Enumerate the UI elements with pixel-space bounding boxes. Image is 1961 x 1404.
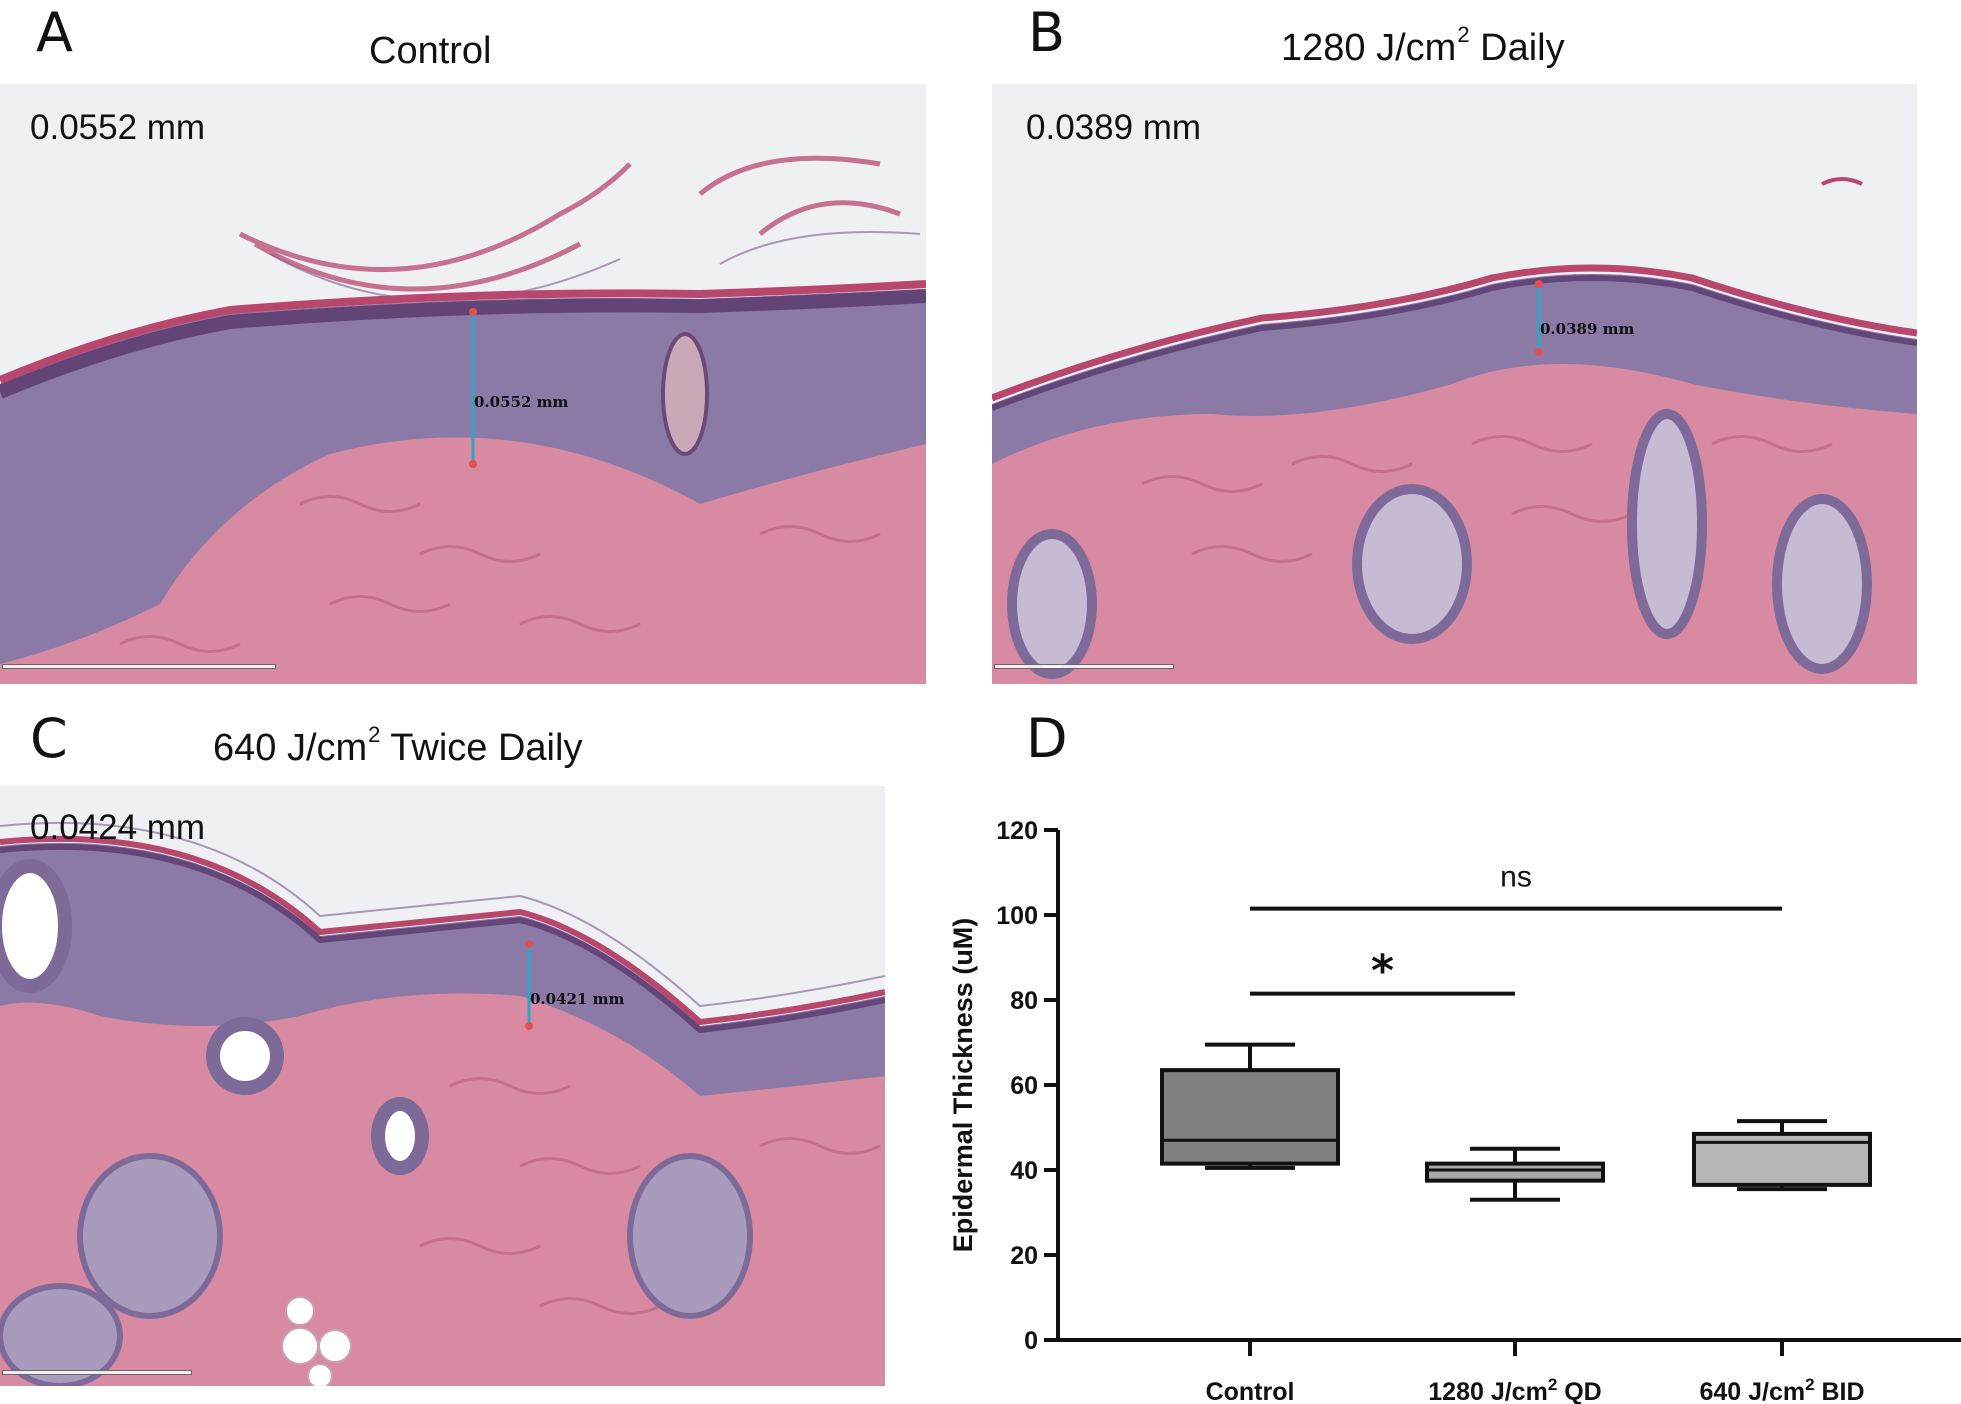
- panel-b-title-sup: 2: [1457, 22, 1470, 47]
- panel-b-micrograph: 0.0389 mm 0.0389 mm: [992, 84, 1917, 684]
- panel-c-title: 640 J/cm2 Twice Daily: [213, 722, 583, 769]
- panel-b-title-text: 1280 J/cm: [1281, 27, 1457, 69]
- box-iqr: [1160, 1068, 1340, 1166]
- y-tick-label: 20: [1010, 1242, 1038, 1270]
- panel-a-title: Control: [369, 30, 492, 72]
- panel-b-tissue-image: [992, 84, 1917, 684]
- panel-a-letter: A: [36, 1, 73, 64]
- panel-a-inline-measurement: 0.0552 mm: [474, 393, 569, 411]
- panel-c-letter: C: [30, 707, 68, 770]
- chart-svg: 0 20 40 60 80 100 120 Epidermal Thickness (uM) C…: [948, 817, 1961, 1404]
- panel-b-title-suffix: Daily: [1469, 27, 1565, 69]
- y-tick-label: 40: [1010, 1157, 1038, 1185]
- y-tick-label: 100: [996, 902, 1038, 930]
- panel-a-tissue-image: [0, 84, 926, 684]
- y-tick-label: 0: [1024, 1327, 1038, 1355]
- panel-b-letter: B: [1028, 1, 1066, 64]
- panel-b-title: 1280 J/cm2 Daily: [1281, 22, 1565, 69]
- panel-c-title-text: 640 J/cm: [213, 727, 368, 769]
- x-tick-label: Control: [1206, 1378, 1295, 1404]
- panel-b-measurement: 0.0389 mm: [1026, 108, 1202, 147]
- panel-a-micrograph: 0.0552 mm 0.0552 mm: [0, 84, 926, 684]
- significance-label: ns: [1500, 861, 1532, 894]
- x-tick-label: 1280 J/cm2 QD: [1428, 1375, 1601, 1404]
- y-axis-title: Epidermal Thickness (uM): [948, 918, 978, 1253]
- y-tick-label: 60: [1010, 1072, 1038, 1100]
- significance-label: *: [1371, 946, 1394, 997]
- x-tick-label: 640 J/cm2 BID: [1699, 1375, 1864, 1404]
- panel-a-scale-bar: [2, 664, 276, 669]
- panel-d-letter: D: [1026, 707, 1068, 770]
- panel-b-inline-measurement: 0.0389 mm: [1540, 320, 1635, 338]
- panel-c-title-sup: 2: [368, 722, 381, 747]
- y-tick-label: 120: [996, 817, 1038, 845]
- panel-a-measurement: 0.0552 mm: [30, 108, 206, 147]
- panel-c-tissue-image: [0, 786, 885, 1386]
- panel-c-title-suffix: Twice Daily: [380, 727, 583, 769]
- panel-c-scale-bar: [2, 1370, 192, 1375]
- box-iqr: [1425, 1161, 1605, 1183]
- epidermal-thickness-box-plot: 0 20 40 60 80 100 120 Epidermal Thickness (uM) C…: [930, 800, 1961, 1404]
- panel-c-measurement: 0.0424 mm: [30, 808, 206, 847]
- panel-c-micrograph: 0.0424 mm 0.0421 mm: [0, 786, 885, 1386]
- panel-b-scale-bar: [994, 664, 1174, 669]
- panel-c-inline-measurement: 0.0421 mm: [530, 990, 625, 1008]
- y-tick-label: 80: [1010, 987, 1038, 1015]
